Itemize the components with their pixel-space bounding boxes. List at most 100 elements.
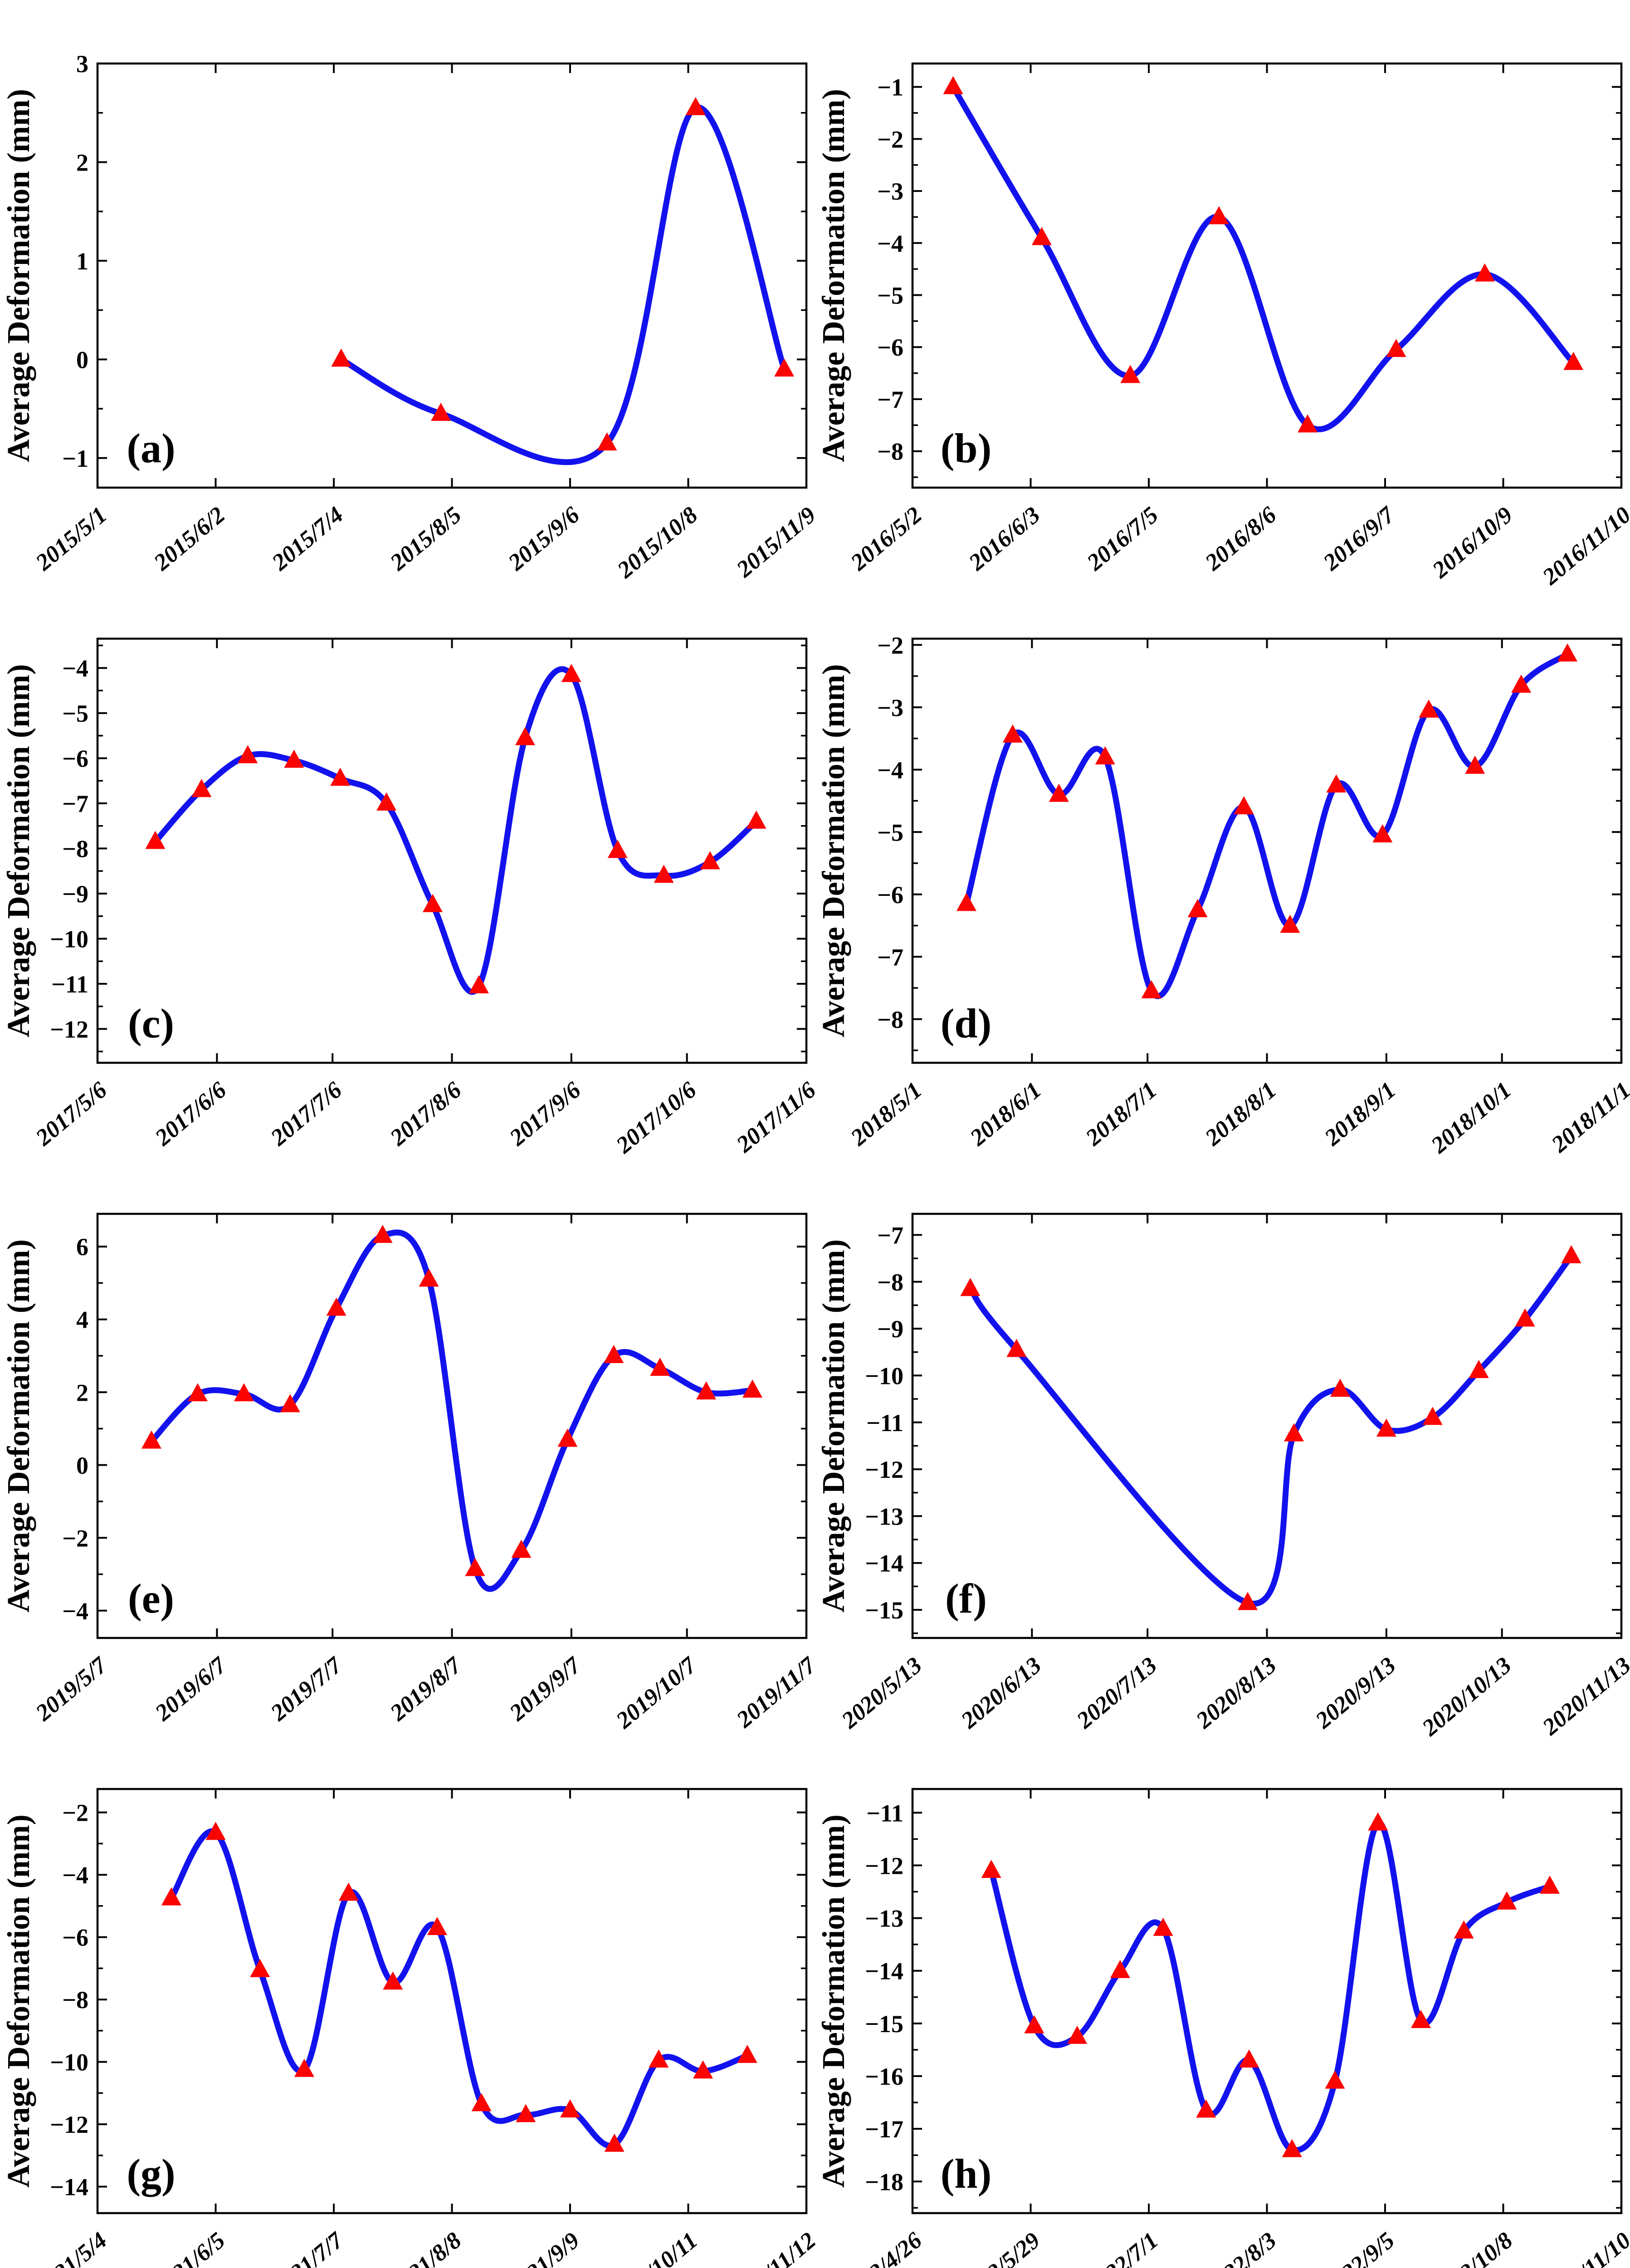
triangle-up-marker (1196, 2099, 1216, 2118)
triangle-up-marker (1422, 1407, 1443, 1425)
y-axis-title: Average Deformation (mm) (816, 664, 851, 1037)
deformation-curve (988, 1820, 1553, 2154)
triangle-up-marker (1454, 1920, 1474, 1939)
x-tick-labels: 2021/5/4 2021/6/5 2021/7/7 2021/8/8 2021/9/9… (31, 2227, 821, 2268)
y-tick-label: −9 (62, 880, 88, 908)
triangle-up-marker (1511, 675, 1532, 693)
y-tick-label: −5 (62, 700, 88, 727)
y-tick-label: −1 (877, 74, 903, 101)
y-tick-label: −7 (877, 943, 903, 971)
triangle-up-marker (1280, 914, 1300, 933)
x-tick-label: 2016/6/3 (964, 502, 1045, 576)
data-point-markers (981, 1812, 1560, 2157)
triangle-up-marker (1238, 1592, 1258, 1610)
x-tick-labels: 2019/5/7 2019/6/7 2019/7/7 2019/8/7 2019/9/7… (31, 1652, 822, 1734)
x-tick-labels: 2018/5/1 2018/6/1 2018/7/1 2018/8/1 2018/9/1… (846, 1077, 1630, 1159)
chart-panel-b: 2016/5/2 2016/6/3 2016/7/5 2016/8/6 2016/9/7… (816, 62, 1630, 590)
x-tick-label: 2018/5/1 (846, 1077, 927, 1151)
triangle-up-marker (696, 1381, 717, 1400)
triangle-up-marker (1209, 206, 1229, 225)
deformation-curve (967, 1253, 1575, 1607)
x-tick-label: 2021/11/12 (722, 2228, 821, 2268)
data-point-markers (956, 643, 1578, 998)
triangle-up-marker (331, 348, 351, 367)
triangle-up-marker (1368, 1812, 1388, 1831)
y-tick-label: −8 (877, 1269, 903, 1296)
triangle-up-marker (774, 358, 795, 377)
y-tick-labels: −4 −5 −6 −7 −8 −9 −10 −11 −12 (50, 655, 88, 1043)
x-tick-label: 2020/7/13 (1072, 1652, 1162, 1734)
triangle-up-marker (427, 1916, 447, 1935)
x-tick-label: 2018/6/1 (965, 1077, 1046, 1151)
y-tick-label: −11 (866, 1799, 903, 1827)
y-tick-label: −6 (62, 745, 88, 772)
y-tick-label: −3 (877, 694, 903, 721)
y-axis-ticks (98, 645, 806, 1052)
triangle-up-marker (943, 76, 963, 94)
x-tick-label: 2018/10/1 (1426, 1077, 1516, 1159)
triangle-up-marker (1006, 1339, 1027, 1357)
x-tick-label: 2016/7/5 (1082, 502, 1163, 576)
y-tick-label: −4 (877, 230, 903, 257)
x-tick-label: 2022/10/8 (1427, 2228, 1518, 2268)
triangle-up-marker (1557, 643, 1578, 662)
x-tick-label: 2018/7/1 (1081, 1077, 1162, 1151)
panel-letter-label: (d) (941, 1000, 991, 1046)
y-tick-labels: −2 −4 −6 −8 −10 −12 −14 (50, 1799, 88, 2201)
x-tick-label: 2015/5/1 (31, 502, 112, 576)
x-tick-label: 2020/8/13 (1191, 1652, 1281, 1734)
triangle-up-marker (607, 840, 628, 858)
y-tick-label: −3 (877, 178, 903, 205)
triangle-up-marker (1120, 365, 1141, 383)
x-axis-ticks (912, 639, 1622, 1063)
triangle-up-marker (693, 2060, 713, 2079)
deformation-curve (950, 84, 1576, 432)
triangle-up-marker (471, 2093, 492, 2112)
plot-frame (911, 62, 1623, 489)
triangle-up-marker (737, 2044, 757, 2063)
y-axis-ticks (98, 63, 806, 459)
plot-frame (911, 637, 1623, 1064)
x-tick-label: 2015/11/9 (732, 502, 821, 583)
triangle-up-marker (1376, 1418, 1396, 1437)
triangle-up-marker (284, 749, 304, 768)
triangle-up-marker (372, 1225, 393, 1243)
triangle-up-marker (1540, 1875, 1560, 1894)
data-point-markers (145, 664, 766, 993)
x-tick-label: 2022/7/1 (1082, 2228, 1163, 2268)
y-axis-ticks (913, 1812, 1621, 2209)
triangle-up-marker (956, 893, 976, 911)
y-tick-label: −18 (865, 2168, 903, 2195)
triangle-up-marker (234, 1383, 254, 1402)
triangle-up-marker (1465, 755, 1485, 774)
x-tick-label: 2017/10/6 (611, 1077, 701, 1159)
triangle-up-marker (1561, 1245, 1581, 1263)
x-tick-label: 2015/10/8 (612, 502, 703, 584)
x-tick-label: 2015/8/5 (385, 502, 466, 576)
x-tick-label: 2017/7/6 (266, 1077, 347, 1151)
data-point-markers (161, 1822, 757, 2152)
plot-frame (911, 1788, 1623, 2214)
y-tick-label: 2 (76, 149, 88, 176)
triangle-up-marker (419, 1268, 439, 1287)
x-tick-label: 2019/11/7 (732, 1652, 821, 1733)
x-tick-label: 2019/5/7 (31, 1652, 113, 1726)
triangle-up-marker (1563, 352, 1584, 370)
triangle-up-marker (1474, 263, 1495, 282)
triangle-up-marker (654, 865, 674, 883)
y-tick-label: −2 (877, 632, 903, 659)
triangle-up-marker (1497, 1891, 1517, 1910)
chart-panel-d: 2018/5/1 2018/6/1 2018/7/1 2018/8/1 2018/9/1… (816, 632, 1630, 1159)
x-tick-label: 2017/6/6 (150, 1077, 231, 1151)
triangle-up-marker (1067, 2025, 1088, 2044)
plot-frame (96, 62, 808, 489)
triangle-up-marker (383, 1971, 403, 1990)
x-tick-label: 2015/7/4 (267, 502, 348, 576)
triangle-up-marker (1298, 414, 1318, 433)
y-tick-label: −8 (877, 438, 903, 465)
y-tick-label: −1 (62, 445, 88, 472)
y-axis-ticks (913, 86, 1621, 478)
y-tick-label: −8 (62, 1986, 88, 2014)
x-tick-labels: 2015/5/1 2015/6/2 2015/7/4 2015/8/5 2015/9/6… (31, 502, 821, 584)
plot-frame (911, 1212, 1623, 1639)
